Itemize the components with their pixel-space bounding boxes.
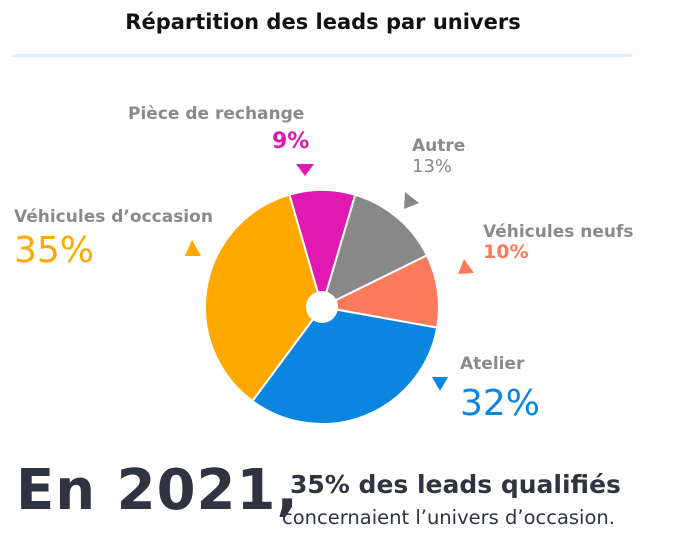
- chart-title: Répartition des leads par univers: [125, 10, 521, 34]
- pointer-vehicules-neufs: [458, 259, 474, 274]
- footer-year: En 2021,: [16, 458, 299, 523]
- slice-name: Autre: [412, 136, 466, 156]
- label-vehicules-occasion: Véhicules d’occasion 35%: [14, 207, 213, 269]
- label-piece-rechange: Pièce de rechange: [128, 104, 304, 124]
- pie-slice-2: [318, 254, 440, 329]
- title-divider: [12, 54, 632, 57]
- slice-name: Atelier: [460, 354, 525, 374]
- label-atelier: Atelier 32%: [460, 354, 540, 422]
- pie-slice-1: [320, 193, 429, 309]
- footer-headline: 35% des leads qualifiés: [290, 470, 621, 499]
- pointer-autre: [404, 192, 419, 209]
- pie-center-hole: [306, 291, 338, 323]
- slice-name: Pièce de rechange: [128, 104, 305, 124]
- pie-slice-4: [204, 193, 324, 403]
- slice-value: 13%: [412, 156, 453, 177]
- slice-value: 32%: [460, 383, 541, 424]
- pointer-atelier: [432, 377, 448, 391]
- label-autre: Autre 13%: [412, 136, 465, 178]
- label-vehicules-neufs: Véhicules neufs 10%: [483, 222, 634, 263]
- slice-name: Véhicules neufs: [483, 222, 634, 242]
- slice-value: 10%: [483, 241, 529, 263]
- pointer-piece-rechange: [296, 164, 314, 176]
- footer-subline: concernaient l’univers d’occasion.: [282, 506, 615, 529]
- pointer-vehicules-occasion: [185, 240, 201, 256]
- slice-value: 35%: [14, 230, 95, 271]
- value-piece-rechange: 9%: [272, 129, 310, 154]
- pie-slice-3: [250, 305, 439, 425]
- slice-name: Véhicules d’occasion: [14, 207, 213, 227]
